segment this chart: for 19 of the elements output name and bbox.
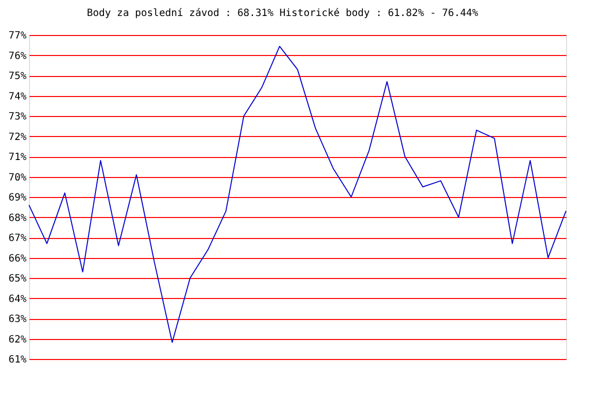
y-tick-label: 61% [8,354,26,366]
y-tick-label: 69% [8,192,26,204]
y-tick-label: 77% [8,30,26,42]
y-tick-label: 71% [8,152,26,163]
y-tick-label: 67% [8,233,26,244]
y-tick-label: 65% [8,274,26,284]
y-tick-label: 68% [8,212,26,224]
y-tick-label: 74% [8,91,26,102]
y-tick-label: 75% [8,71,26,82]
line-series [28,46,566,343]
y-tick-label: 73% [8,112,26,122]
y-tick-label: 62% [8,334,26,346]
y-tick-label: 72% [8,132,26,143]
y-tick-label: 70% [8,172,26,184]
chart-title: Body za poslední závod : 68.31% Historické body : 61.82% - 76.44% [86,8,478,19]
y-tick-label: 63% [8,314,26,325]
y-tick-label: 66% [8,253,26,264]
y-tick-label: 76% [8,50,26,62]
y-tick-label: 64% [8,294,26,305]
